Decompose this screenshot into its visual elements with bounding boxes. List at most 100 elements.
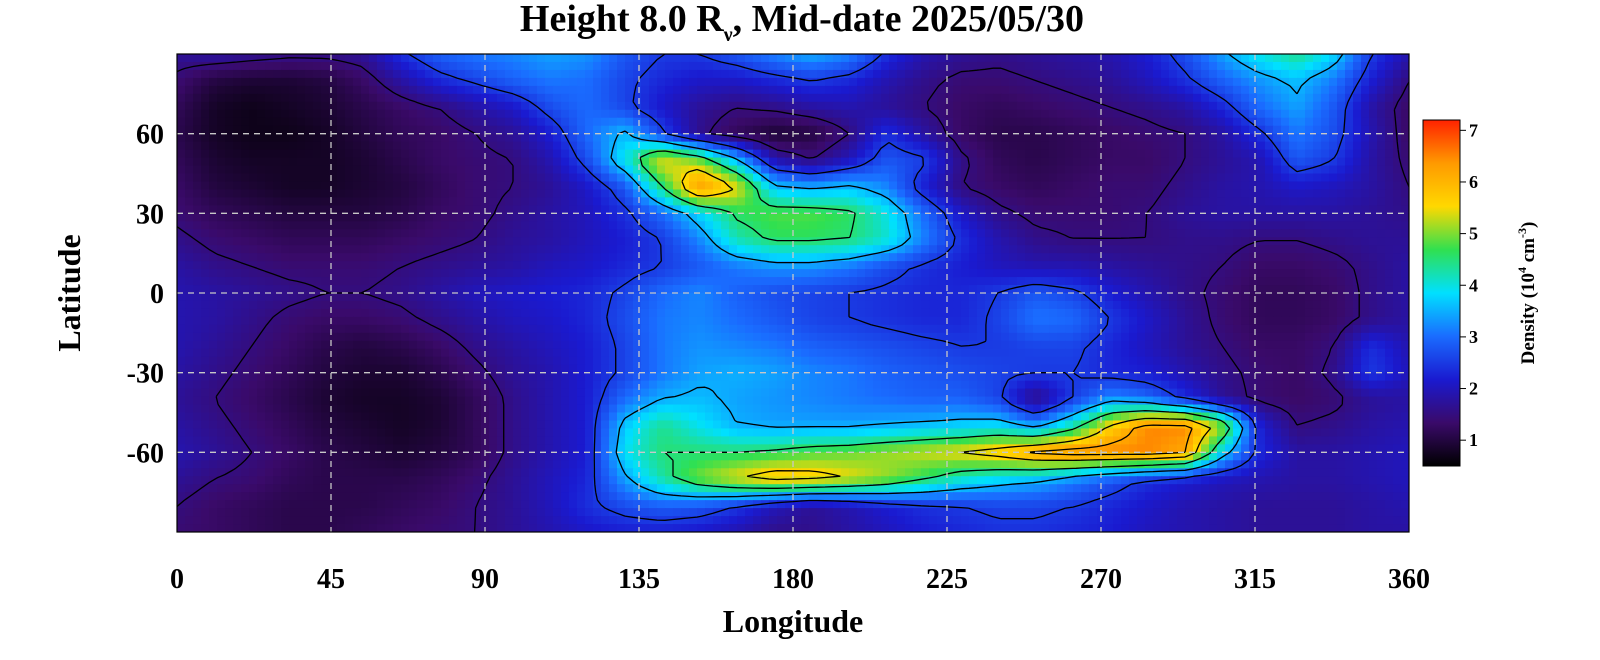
density-cell: [825, 109, 834, 119]
density-cell: [273, 133, 282, 143]
density-cell: [793, 165, 802, 175]
density-cell: [905, 133, 914, 143]
density-cell: [1129, 269, 1138, 278]
density-cell: [1209, 245, 1218, 254]
density-cell: [1049, 245, 1058, 254]
density-cell: [1049, 261, 1058, 270]
density-cell: [1025, 237, 1034, 246]
density-cell: [889, 69, 898, 79]
title-prefix: Height 8.0 R: [520, 0, 724, 40]
density-cell: [1225, 85, 1234, 95]
density-cell: [1377, 197, 1386, 206]
density-cell: [1257, 269, 1266, 278]
density-cell: [329, 237, 338, 246]
density-cell: [1009, 221, 1018, 230]
density-cell: [1025, 141, 1034, 151]
density-cell: [553, 245, 562, 254]
density-cell: [1233, 277, 1242, 286]
density-cell: [969, 77, 978, 87]
density-cell: [1297, 133, 1306, 143]
density-cell: [1337, 245, 1346, 254]
density-cell: [865, 197, 874, 206]
density-cell: [369, 149, 378, 159]
density-cell: [665, 93, 674, 103]
density-cell: [1233, 77, 1242, 87]
density-cell: [561, 277, 570, 286]
density-cell: [801, 101, 810, 111]
density-cell: [529, 133, 538, 143]
density-cell: [233, 125, 242, 135]
density-cell: [761, 117, 770, 127]
density-cell: [817, 133, 826, 143]
density-cell: [737, 205, 746, 214]
density-cell: [1193, 165, 1202, 175]
density-cell: [617, 101, 626, 111]
density-cell: [1065, 61, 1074, 71]
density-cell: [985, 213, 994, 222]
density-cell: [705, 125, 714, 135]
density-cell: [1233, 165, 1242, 175]
density-cell: [1217, 141, 1226, 151]
density-cell: [1041, 85, 1050, 95]
density-cell: [337, 149, 346, 159]
density-cell: [657, 197, 666, 206]
density-cell: [585, 253, 594, 262]
density-cell: [761, 109, 770, 119]
density-cell: [345, 237, 354, 246]
density-cell: [1129, 85, 1138, 95]
density-cell: [705, 261, 714, 270]
density-cell: [1249, 85, 1258, 95]
density-cell: [1201, 133, 1210, 143]
density-cell: [1105, 109, 1114, 119]
density-cell: [905, 77, 914, 87]
density-cell: [377, 117, 386, 127]
density-cell: [561, 300, 570, 310]
density-cell: [1041, 157, 1050, 167]
density-cell: [273, 253, 282, 262]
density-cell: [185, 229, 194, 238]
density-cell: [865, 61, 874, 71]
density-cell: [865, 141, 874, 151]
density-cell: [561, 205, 570, 214]
density-cell: [873, 221, 882, 230]
density-cell: [929, 61, 938, 71]
density-cell: [385, 61, 394, 71]
density-cell: [337, 308, 346, 318]
density-cell: [337, 300, 346, 310]
density-cell: [297, 293, 306, 302]
density-cell: [201, 93, 210, 103]
density-cell: [1177, 101, 1186, 111]
density-cell: [1393, 245, 1402, 254]
density-cell: [985, 157, 994, 167]
density-cell: [521, 293, 530, 302]
density-cell: [897, 77, 906, 87]
density-cell: [1361, 109, 1370, 119]
density-cell: [745, 54, 754, 63]
density-cell: [1249, 213, 1258, 222]
density-cell: [1201, 245, 1210, 254]
density-cell: [1209, 189, 1218, 198]
density-cell: [1265, 85, 1274, 95]
density-cell: [385, 277, 394, 286]
density-cell: [1049, 125, 1058, 135]
density-cell: [785, 101, 794, 111]
density-cell: [265, 61, 274, 71]
density-cell: [1025, 285, 1034, 294]
density-cell: [1289, 229, 1298, 238]
density-cell: [913, 85, 922, 95]
density-cell: [1329, 269, 1338, 278]
density-cell: [1265, 165, 1274, 175]
density-cell: [761, 245, 770, 254]
density-cell: [793, 253, 802, 262]
density-cell: [1081, 173, 1090, 183]
density-cell: [321, 308, 330, 318]
density-cell: [929, 245, 938, 254]
density-cell: [1201, 54, 1210, 63]
density-cell: [1033, 293, 1042, 302]
density-cell: [1057, 293, 1066, 302]
density-cell: [873, 261, 882, 270]
density-cell: [1137, 189, 1146, 198]
density-cell: [489, 93, 498, 103]
density-cell: [433, 85, 442, 95]
density-cell: [673, 229, 682, 238]
